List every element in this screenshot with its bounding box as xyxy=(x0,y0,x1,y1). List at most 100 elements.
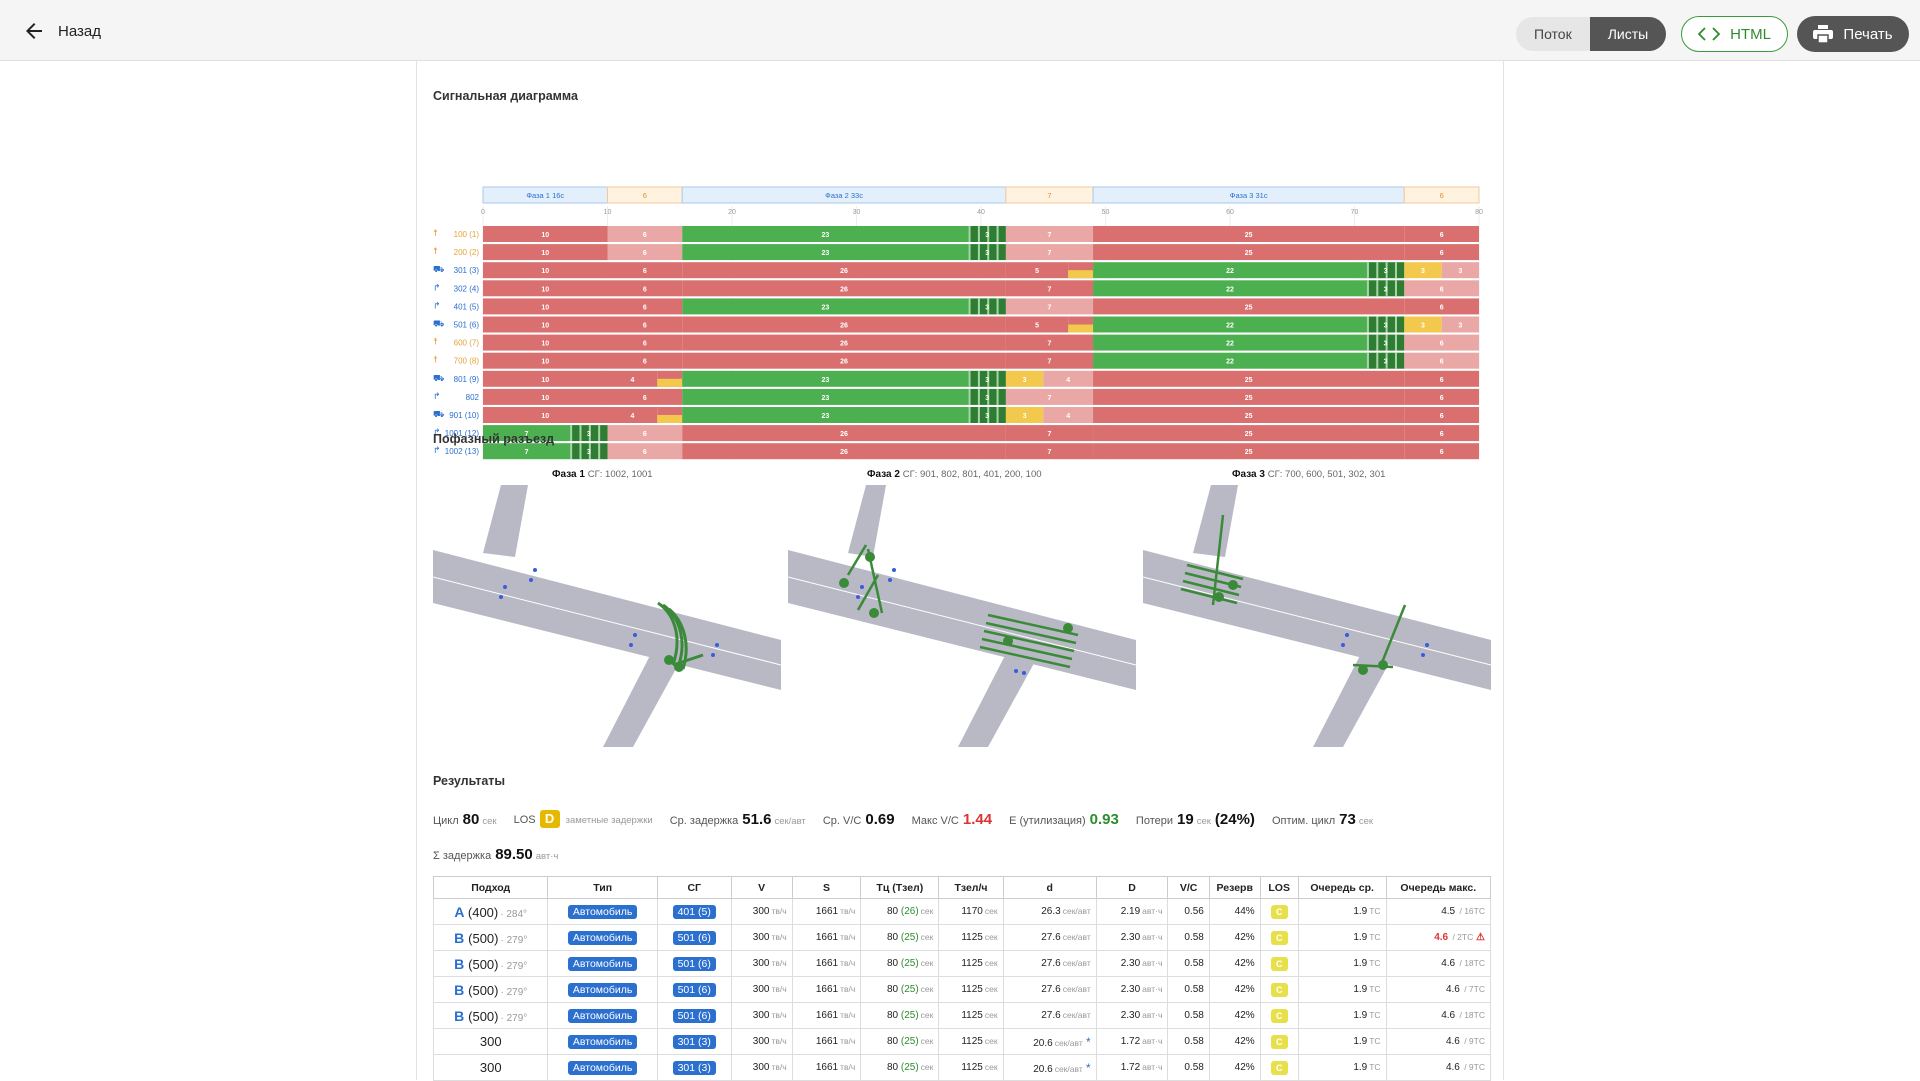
table-cell: 4.6 / 18ТС xyxy=(1385,1002,1492,1029)
sg-bar-value: 6 xyxy=(1440,413,1444,420)
table-cell: 42% xyxy=(1208,1002,1261,1029)
phase3-title: Фаза 3 xyxy=(1232,469,1265,480)
sg-bar-segment xyxy=(682,407,969,423)
sg-bar-segment xyxy=(1005,316,1069,333)
print-button[interactable]: Печать xyxy=(1797,16,1909,52)
sg-bar-value: 6 xyxy=(1440,377,1444,384)
sg-bar-segment xyxy=(1005,425,1094,442)
sg-flash-stripe xyxy=(1394,262,1397,279)
sg-bar-value: 23 xyxy=(821,250,829,257)
d-unit: сек/авт xyxy=(1062,984,1091,994)
table-row: B (500) · 279° Автомобиль 501 (6) 300 тв/ч 166… xyxy=(432,976,1492,1003)
metric-util: E (утилизация) 0.93 xyxy=(1009,811,1119,828)
table-cell: 401 (5) xyxy=(656,898,732,925)
sg-bar-value: 26 xyxy=(840,323,848,330)
los-badge: C xyxy=(1270,930,1288,945)
table-cell: B (500) · 279° xyxy=(432,924,549,951)
table-cell: 2.30 авт·ч xyxy=(1095,976,1169,1003)
sg-bar-segment xyxy=(1404,370,1479,387)
table-header-cell: Тип xyxy=(547,876,658,899)
table-cell: B (500) · 279° xyxy=(432,1002,549,1029)
phase3-intersection-diagram xyxy=(1143,485,1491,747)
queue-max-capacity: / 2ТС xyxy=(1450,932,1474,942)
back-button[interactable]: Назад xyxy=(22,19,101,43)
queue-max-value: 4.6 xyxy=(1434,932,1449,943)
table-cell: 80 (25) сек xyxy=(860,1054,940,1081)
approach-bearing: · 279° xyxy=(500,1012,528,1024)
table-cell: 300 xyxy=(432,1054,549,1081)
axis-tick-label: 0 xyxy=(481,209,485,216)
sg-bar-value: 3 xyxy=(985,232,989,239)
sg-bar-value: 25 xyxy=(1245,395,1253,402)
metric-max-vc: Макс V/C 1.44 xyxy=(912,811,992,828)
tgh-value: 1125 xyxy=(961,1062,983,1073)
axis-tick-label: 50 xyxy=(1102,209,1110,216)
sg-bar-segment xyxy=(483,280,608,297)
table-cell: 1170 сек xyxy=(938,898,1004,925)
view-flow-button[interactable]: Поток xyxy=(1534,26,1572,42)
sg-flash-stripe xyxy=(1376,352,1379,369)
table-cell: 1125 сек xyxy=(938,976,1004,1003)
d-value: 27.6 xyxy=(1041,958,1061,969)
sg-bar-segment xyxy=(483,370,608,387)
s-unit: тв/ч xyxy=(840,1062,856,1072)
v-value: 300 xyxy=(752,932,770,943)
tc-unit: сек xyxy=(920,958,934,968)
table-cell: 4.6 / 7ТС xyxy=(1385,976,1492,1003)
table-row: 300 Автомобиль 301 (3) 300 тв/ч 1661 тв/ч 80 (2… xyxy=(432,1028,1492,1055)
sg-bar-value: 22 xyxy=(1226,286,1234,293)
los-badge: C xyxy=(1270,1060,1288,1075)
sg-bar-segment xyxy=(1093,388,1405,405)
v-unit: тв/ч xyxy=(771,1010,787,1020)
sg-bar-value: 26 xyxy=(840,359,848,366)
top-bar: Назад Поток Листы HTML Печать xyxy=(0,0,1920,61)
sg-flash-stripe xyxy=(977,388,980,405)
sg-flash-stripe xyxy=(1394,280,1397,297)
d-value: 20.6 xyxy=(1033,1037,1053,1049)
sg-bar-value: 22 xyxy=(1226,359,1234,366)
table-cell: 0.58 xyxy=(1167,950,1210,977)
sg-flash-stripe xyxy=(579,425,582,442)
table-cell: 1.9 ТС xyxy=(1297,950,1387,977)
tgreen-value: (25) xyxy=(900,1036,919,1047)
signal-diagram-title: Сигнальная диаграмма xyxy=(433,89,578,103)
html-button[interactable]: HTML xyxy=(1681,16,1788,52)
tc-unit: сек xyxy=(920,906,934,916)
table-header-cell: V/C xyxy=(1167,876,1210,899)
s-unit: тв/ч xyxy=(840,906,856,916)
queue-max-value: 4.6 xyxy=(1441,958,1456,969)
table-cell: 1.72 авт·ч xyxy=(1095,1054,1169,1081)
sg-bar-value: 6 xyxy=(1440,304,1444,311)
table-cell: 42% xyxy=(1208,1028,1261,1055)
tgh-unit: сек xyxy=(984,932,998,942)
sg-badge: 301 (3) xyxy=(672,1034,716,1049)
view-sheets-button[interactable]: Листы xyxy=(1589,17,1667,51)
sg-bar-segment xyxy=(1404,443,1479,460)
s-unit: тв/ч xyxy=(840,932,856,942)
tgh-unit: сек xyxy=(984,958,998,968)
sg-row-label: 700 (8) xyxy=(454,357,480,366)
sg-bar-value: 10 xyxy=(541,413,549,420)
sg-row-label: 600 (7) xyxy=(454,339,480,348)
table-cell: 501 (6) xyxy=(656,950,732,977)
v-value: 300 xyxy=(752,958,770,969)
metric-avg-vc: Ср. V/C 0.69 xyxy=(823,811,895,828)
sg-bar-value: 10 xyxy=(541,341,549,348)
sg-car-icon: ⛟ xyxy=(433,264,444,274)
sg-bar-value: 26 xyxy=(840,449,848,456)
los-badge: D xyxy=(539,810,560,828)
table-row: A (400) · 284° Автомобиль 401 (5) 300 тв/ч 166… xyxy=(432,898,1492,925)
table-cell: 4.5 / 16ТС xyxy=(1385,898,1492,925)
sg-bar-value: 25 xyxy=(1245,449,1253,456)
tgreen-value: (25) xyxy=(900,958,919,969)
d-unit: сек/авт xyxy=(1062,1010,1091,1020)
table-header-cell: V xyxy=(730,876,793,899)
sg-bar-value: 25 xyxy=(1245,431,1253,438)
s-unit: тв/ч xyxy=(840,958,856,968)
type-badge: Автомобиль xyxy=(567,1008,638,1023)
table-cell: C xyxy=(1259,1028,1299,1055)
sg-flash-stripe xyxy=(1385,316,1388,333)
sg-flash-stripe xyxy=(968,226,971,242)
sg-flash-stripe xyxy=(1366,352,1369,369)
axis-tick-label: 60 xyxy=(1226,209,1234,216)
